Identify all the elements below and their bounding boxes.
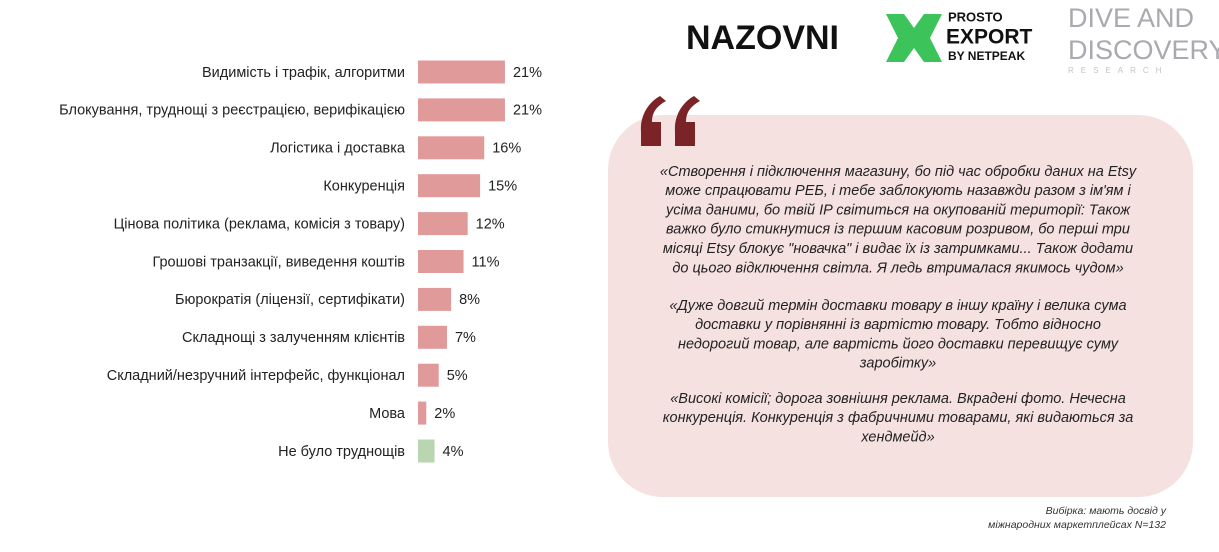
category-label: Конкуренція [323, 179, 405, 195]
value-label: 11% [472, 254, 500, 270]
quote-line: «Дуже довгий термін доставки товару в ін… [669, 298, 1126, 314]
category-label: Мова [369, 406, 406, 422]
bar [418, 250, 464, 273]
quote-line: конкуренція. Конкуренція з фабричними то… [663, 410, 1134, 426]
logo-discovery: DISCOVERY [1068, 35, 1219, 65]
quote-line: недорогий товар, але вартість його доста… [678, 336, 1119, 352]
bar [418, 174, 481, 198]
quote-line: хендмейд» [860, 429, 934, 445]
bar [418, 98, 505, 122]
logo-dive: DIVE AND [1068, 3, 1194, 33]
quote-line: місяці Etsy блокує "новачка" і видає їх … [663, 241, 1133, 257]
logo-export: EXPORT [946, 26, 1033, 49]
category-label: Логістика і доставка [270, 141, 406, 157]
value-label: 16% [492, 141, 521, 157]
value-label: 5% [447, 368, 468, 384]
category-label: Складнощі з залученням клієнтів [182, 330, 405, 346]
quote-line: «Високі комісії; дорога зовнішня реклама… [670, 391, 1126, 407]
logo-nazovni: NAZOVNI [686, 19, 839, 57]
logo-netpeak: BY NETPEAK [948, 49, 1025, 63]
category-label: Бюрократія (ліцензії, сертифікати) [175, 292, 405, 308]
bar [418, 136, 485, 160]
value-label: 15% [488, 179, 517, 195]
quote-line: до цього відключення світла. Я ледь втри… [672, 260, 1123, 276]
logo-prosto: PROSTO [948, 9, 1003, 24]
footnote: міжнародних маркетплейсах N=132 [988, 519, 1166, 531]
category-label: Не було труднощів [278, 444, 405, 460]
quote-line: «Створення і підключення магазину, бо пі… [660, 164, 1137, 180]
value-label: 8% [459, 292, 480, 308]
value-label: 2% [434, 406, 455, 422]
bar [418, 439, 435, 463]
footnote: Вибірка: мають досвід у [1046, 505, 1167, 517]
category-label: Блокування, труднощі з реєстрацією, вери… [59, 103, 405, 119]
quote-line: важко було стикнутися із першим касовим … [666, 222, 1130, 238]
quote-line: доставки у порівнянні із вартістю товару… [695, 317, 1101, 333]
logo-research: RESEARCH [1068, 66, 1168, 75]
quote-line: може спрацювати РЕБ, і тебе заблокують н… [665, 183, 1131, 199]
quote-box [608, 115, 1193, 497]
quote-mark [640, 96, 700, 146]
value-label: 7% [455, 330, 476, 346]
prosto-icon [886, 14, 942, 62]
bar [418, 401, 427, 425]
value-label: 12% [476, 216, 505, 232]
category-label: Видимість і трафік, алгоритми [202, 65, 405, 81]
bar [418, 287, 452, 311]
quote-line: усіма даними, бо твій IP світиться на ок… [665, 202, 1131, 218]
category-label: Складний/незручний інтерфейс, функціонал [107, 368, 405, 384]
value-label: 21% [513, 65, 542, 81]
value-label: 21% [513, 103, 542, 119]
quote-line: заробітку» [859, 356, 936, 372]
category-label: Цінова політика (реклама, комісія з това… [114, 216, 405, 232]
bar [418, 363, 439, 387]
bar [418, 212, 468, 236]
category-label: Грошові транзакції, виведення коштів [152, 254, 405, 270]
bar [418, 60, 505, 84]
value-label: 4% [443, 444, 464, 460]
bar [418, 325, 447, 349]
